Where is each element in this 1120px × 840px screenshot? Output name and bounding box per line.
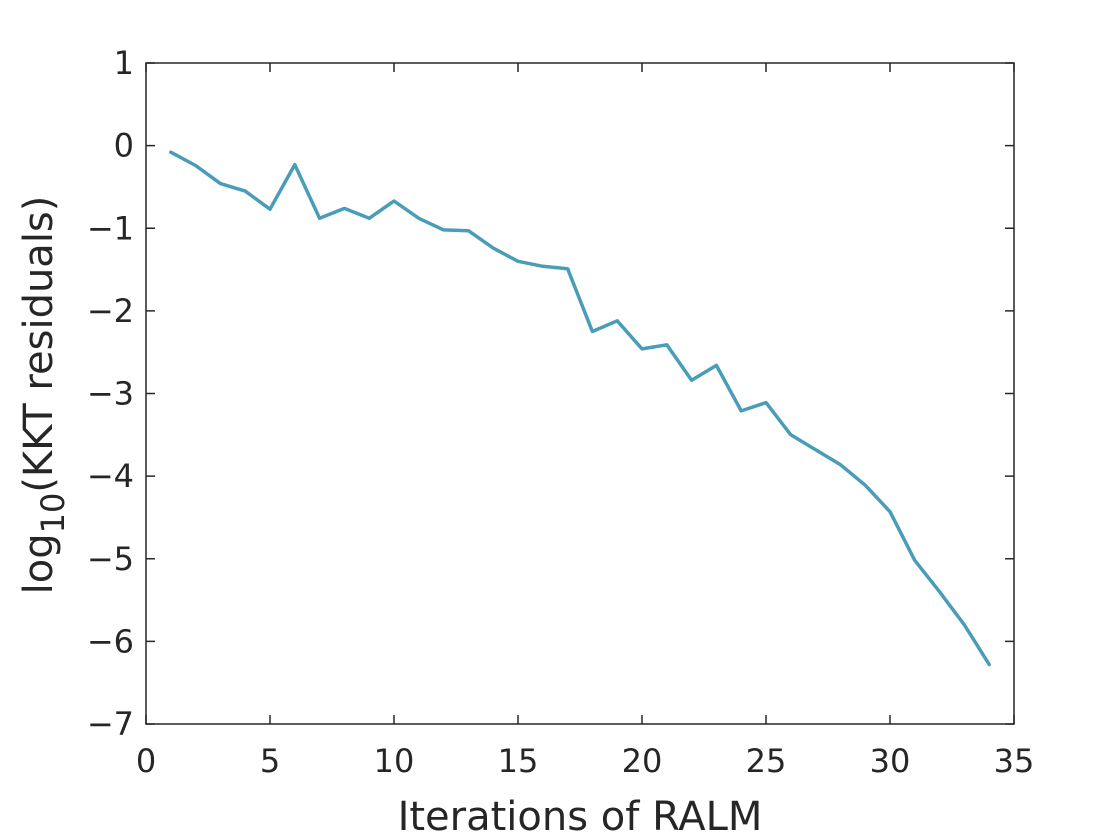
y-axis-title-base: log [16,533,62,594]
y-tick-label: 1 [114,44,134,82]
y-tick-label: −1 [87,209,134,247]
y-axis-title-rest: (KKT residuals) [16,196,62,493]
x-tick-label: 5 [260,742,280,780]
y-tick-label: −7 [87,705,134,743]
y-tick-label: −4 [87,457,134,495]
x-tick-label: 30 [870,742,911,780]
x-tick-label: 35 [994,742,1035,780]
y-tick-label: −6 [87,622,134,660]
x-tick-label: 15 [498,742,539,780]
y-tick-label: −5 [87,540,134,578]
x-tick-label: 20 [622,742,663,780]
x-tick-label: 0 [136,742,156,780]
x-axis-title: Iterations of RALM [398,794,763,840]
y-tick-label: −3 [87,375,134,413]
plot-frame [145,62,1015,725]
plot-background [146,63,1014,724]
series-line [169,150,991,667]
y-tick-label: 0 [114,127,134,165]
y-axis-title-subscript: 10 [34,493,72,534]
y-axis-title: log10(KKT residuals) [16,196,72,595]
y-tick-label: −2 [87,292,134,330]
x-tick-label: 10 [374,742,415,780]
x-tick-label: 25 [746,742,787,780]
